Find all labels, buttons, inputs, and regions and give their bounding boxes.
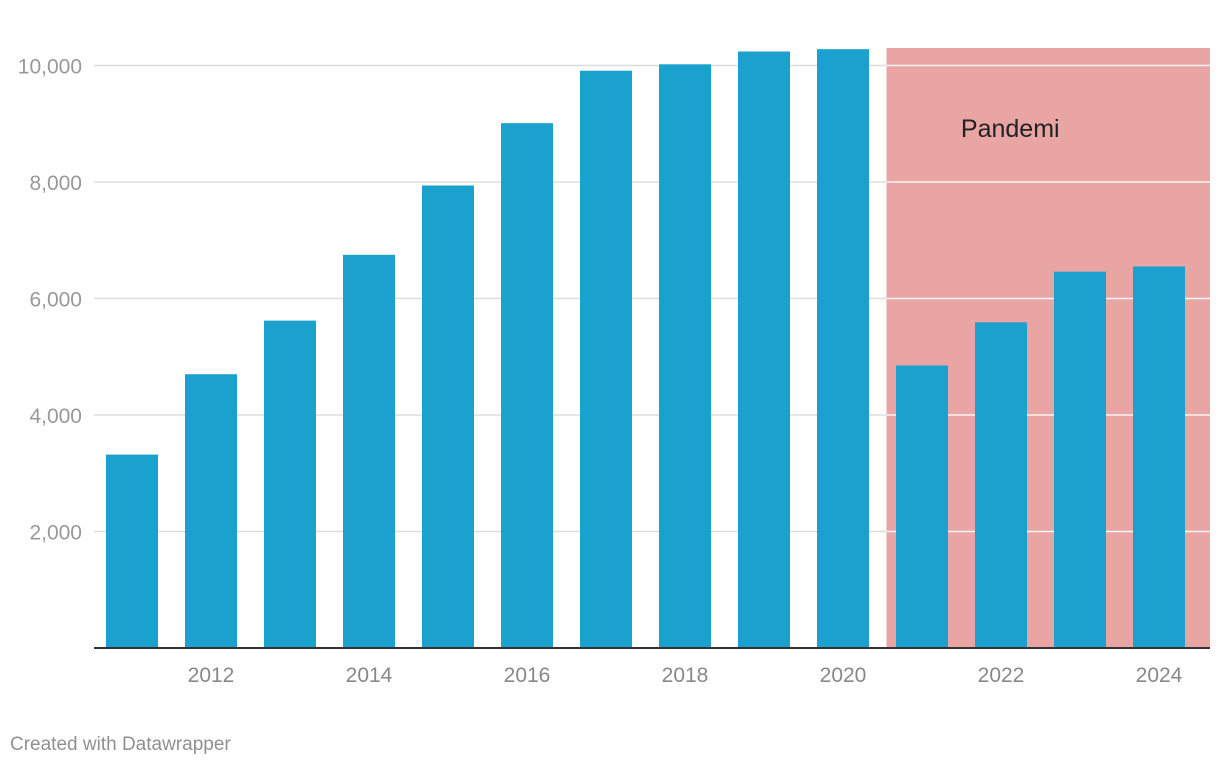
bar: [896, 365, 948, 648]
bar: [975, 322, 1027, 648]
bar: [422, 185, 474, 649]
bar: [1054, 271, 1106, 648]
bar: [817, 49, 869, 649]
bar: [185, 374, 237, 648]
bar: [343, 254, 395, 648]
x-tick-label: 2012: [188, 664, 235, 687]
bar: [264, 320, 316, 648]
bar: [659, 64, 711, 649]
x-tick-label: 2024: [1136, 664, 1183, 687]
datawrapper-credit: Created with Datawrapper: [10, 734, 231, 755]
x-tick-label: 2022: [978, 664, 1025, 687]
bar: [501, 123, 553, 648]
y-tick-label: 2,000: [29, 521, 82, 544]
x-tick-label: 2016: [504, 664, 551, 687]
bar: [738, 51, 790, 649]
x-tick-label: 2020: [820, 664, 867, 687]
pandemic-annotation-label: Pandemi: [961, 115, 1060, 143]
y-tick-label: 4,000: [29, 405, 82, 428]
x-tick-label: 2018: [662, 664, 709, 687]
y-tick-label: 8,000: [29, 172, 82, 195]
bar: [106, 454, 158, 648]
y-tick-label: 10,000: [18, 55, 82, 78]
y-tick-label: 6,000: [29, 288, 82, 311]
x-tick-label: 2014: [346, 664, 393, 687]
bar: [1133, 266, 1185, 648]
bar: [580, 70, 632, 648]
bar-chart: 2,000 4,000 6,000 8,000 10,000 2012 2014 2016 20…: [18, 48, 1210, 687]
